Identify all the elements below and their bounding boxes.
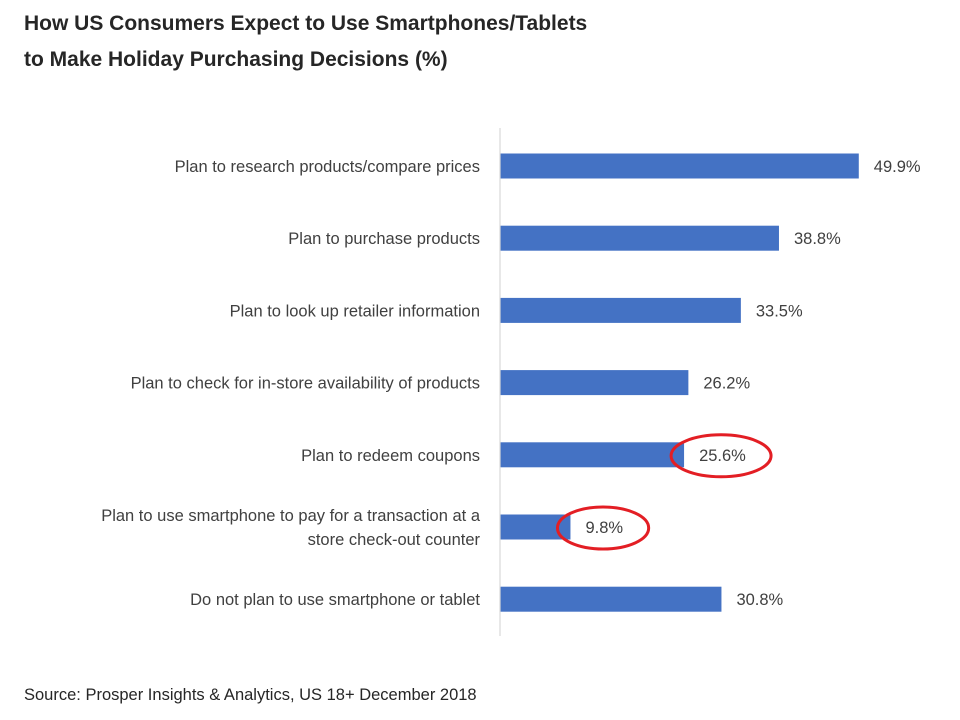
value-label: 25.6% [699,447,746,465]
value-label: 38.8% [794,230,841,248]
chart-title-line-2: to Make Holiday Purchasing Decisions (%) [24,48,448,71]
category-label: Do not plan to use smartphone or tablet [190,591,480,609]
value-label: 9.8% [585,519,623,537]
value-label: 33.5% [756,302,803,320]
chart-title-line-1: How US Consumers Expect to Use Smartphon… [24,12,588,35]
bar [500,153,859,179]
value-label: 49.9% [874,158,921,176]
category-label: Plan to research products/compare prices [175,158,480,176]
value-label: 26.2% [703,375,750,393]
category-label: store check-out counter [308,531,481,549]
value-label: 30.8% [736,591,783,609]
category-label: Plan to purchase products [288,230,480,248]
highlight-circle [669,433,773,479]
category-label: Plan to check for in-store availability … [131,375,480,393]
bar [500,442,685,468]
category-label: Plan to use smartphone to pay for a tran… [101,507,481,525]
category-label: Plan to redeem coupons [301,447,480,465]
bar [500,297,741,323]
bar [500,225,779,251]
chart-source: Source: Prosper Insights & Analytics, US… [24,686,477,704]
bar-chart: 49.9% Plan to research products/compare p… [101,128,921,636]
highlight-circle [555,505,651,551]
chart-title: How US Consumers Expect to Use Smartphon… [24,6,924,78]
bar [500,370,689,396]
category-label: Plan to look up retailer information [230,302,480,320]
bar [500,586,722,612]
